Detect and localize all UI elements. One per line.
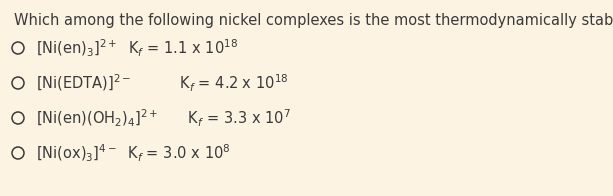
Text: [Ni(ox)$_3$]$^{4−}$  K$_f$ = 3.0 x 10$^{8}$: [Ni(ox)$_3$]$^{4−}$ K$_f$ = 3.0 x 10$^{8… [36, 142, 230, 163]
Text: [Ni(en)$_3$]$^{2+}$  K$_f$ = 1.1 x 10$^{18}$: [Ni(en)$_3$]$^{2+}$ K$_f$ = 1.1 x 10$^{1… [36, 37, 238, 59]
Text: [Ni(EDTA)]$^{2-}$          K$_f$ = 4.2 x 10$^{18}$: [Ni(EDTA)]$^{2-}$ K$_f$ = 4.2 x 10$^{18}… [36, 73, 288, 93]
Text: Which among the following nickel complexes is the most thermodynamically stable?: Which among the following nickel complex… [14, 13, 613, 28]
Text: [Ni(en)(OH$_2$)$_4$]$^{2+}$      K$_f$ = 3.3 x 10$^{7}$: [Ni(en)(OH$_2$)$_4$]$^{2+}$ K$_f$ = 3.3 … [36, 107, 291, 129]
